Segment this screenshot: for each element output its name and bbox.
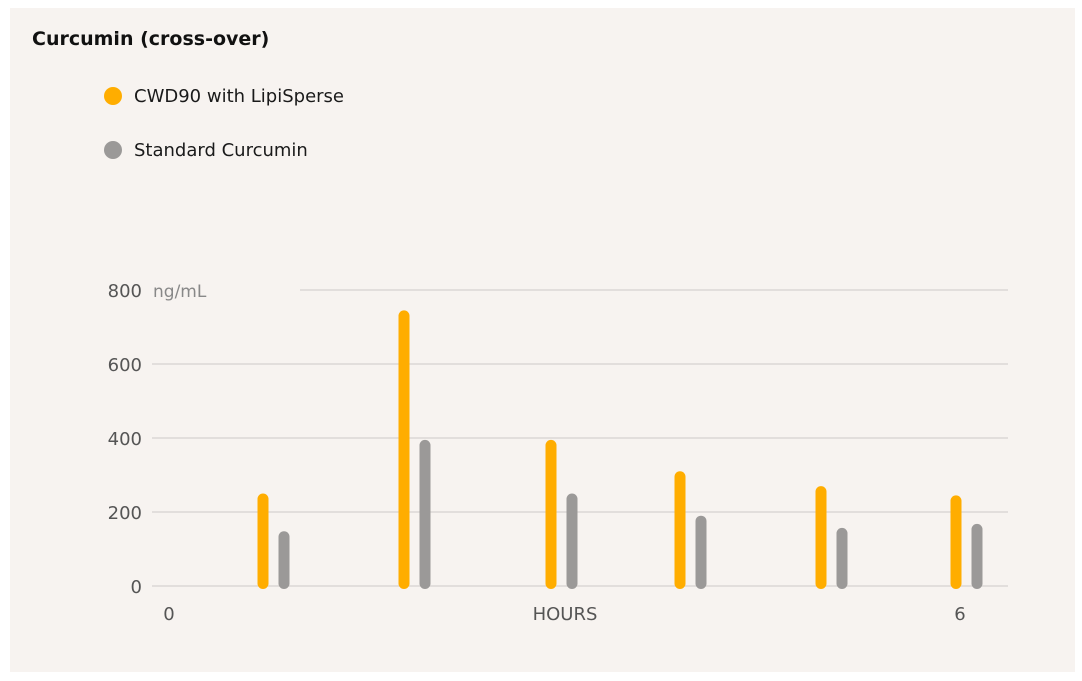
y-tick-label-400: 400	[108, 429, 142, 450]
bar-standard-curcumin-6	[971, 523, 983, 589]
bars	[257, 310, 983, 589]
bar-standard-curcumin-5	[836, 527, 848, 589]
legend-item-cwd90: CWD90 with LipiSperse	[104, 82, 344, 110]
y-tick-label-0: 0	[131, 577, 142, 598]
chart-title: Curcumin (cross-over)	[32, 28, 270, 50]
bar-cwd90-5	[815, 486, 827, 589]
y-axis-unit: ng/mL	[153, 282, 207, 302]
legend-swatch-standard-curcumin	[104, 141, 122, 159]
legend-item-standard-curcumin: Standard Curcumin	[104, 136, 344, 164]
bar-cwd90-4	[674, 471, 686, 589]
bar-standard-curcumin-1	[278, 531, 290, 589]
legend-swatch-cwd90	[104, 87, 122, 105]
chart-panel	[10, 8, 1075, 672]
y-tick-label-200: 200	[108, 503, 142, 524]
bar-standard-curcumin-3	[566, 493, 578, 589]
y-tick-label-800: 800	[108, 281, 142, 302]
x-tick-start: 0	[163, 604, 174, 625]
bar-cwd90-2	[398, 310, 410, 589]
bar-standard-curcumin-4	[695, 515, 707, 589]
gridlines	[152, 289, 1008, 587]
legend-label-standard-curcumin: Standard Curcumin	[134, 139, 308, 161]
x-tick-end: 6	[954, 604, 965, 625]
bar-cwd90-3	[545, 439, 557, 589]
x-axis-label: HOURS	[533, 604, 598, 625]
y-axis-ticks: 0 200 400 600 800	[108, 281, 142, 598]
bar-cwd90-6	[950, 495, 962, 589]
legend-label-cwd90: CWD90 with LipiSperse	[134, 85, 344, 107]
chart-legend: CWD90 with LipiSperse Standard Curcumin	[104, 82, 344, 190]
bar-standard-curcumin-2	[419, 439, 431, 589]
y-tick-label-600: 600	[108, 355, 142, 376]
bar-cwd90-1	[257, 493, 269, 589]
